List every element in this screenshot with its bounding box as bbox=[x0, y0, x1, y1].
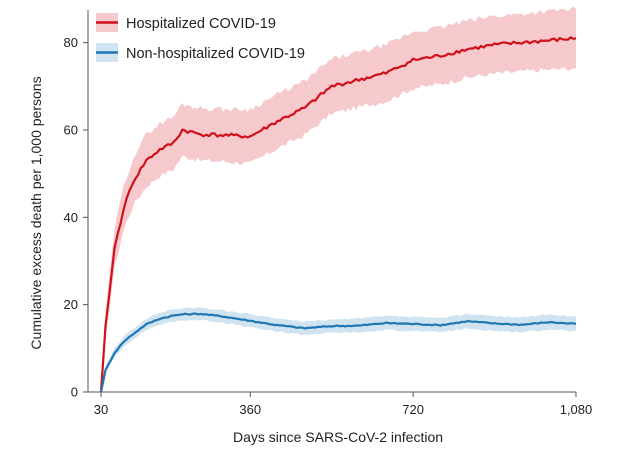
y-axis-title: Cumulative excess death per 1,000 person… bbox=[28, 76, 44, 349]
y-tick-label: 20 bbox=[64, 297, 78, 312]
legend-item-hospitalized: Hospitalized COVID-19 bbox=[96, 13, 276, 32]
legend-item-non-hospitalized: Non-hospitalized COVID-19 bbox=[96, 43, 305, 62]
series-line-non-hospitalized bbox=[99, 312, 577, 393]
legend: Hospitalized COVID-19 Non-hospitalized C… bbox=[96, 13, 305, 62]
x-tick-label: 30 bbox=[94, 402, 108, 417]
confidence-bands bbox=[101, 6, 576, 392]
x-tick-label: 1,080 bbox=[560, 402, 593, 417]
legend-label-hospitalized: Hospitalized COVID-19 bbox=[126, 16, 276, 32]
legend-label-non-hospitalized: Non-hospitalized COVID-19 bbox=[126, 46, 305, 62]
x-axis-title: Days since SARS-CoV-2 infection bbox=[233, 429, 443, 445]
confidence-band-non-hospitalized bbox=[101, 307, 576, 392]
x-tick-label: 360 bbox=[239, 402, 261, 417]
y-tick-label: 0 bbox=[71, 385, 78, 400]
series-line-hospitalized bbox=[99, 36, 577, 393]
y-tick-label: 40 bbox=[64, 210, 78, 225]
series-lines bbox=[99, 36, 577, 393]
y-tick-label: 60 bbox=[64, 122, 78, 137]
y-ticks: 0 20 40 60 80 bbox=[64, 35, 88, 400]
y-tick-label: 80 bbox=[64, 35, 78, 50]
confidence-band-hospitalized bbox=[101, 6, 576, 392]
x-tick-label: 720 bbox=[402, 402, 424, 417]
x-ticks: 30 360 720 1,080 bbox=[94, 392, 593, 417]
